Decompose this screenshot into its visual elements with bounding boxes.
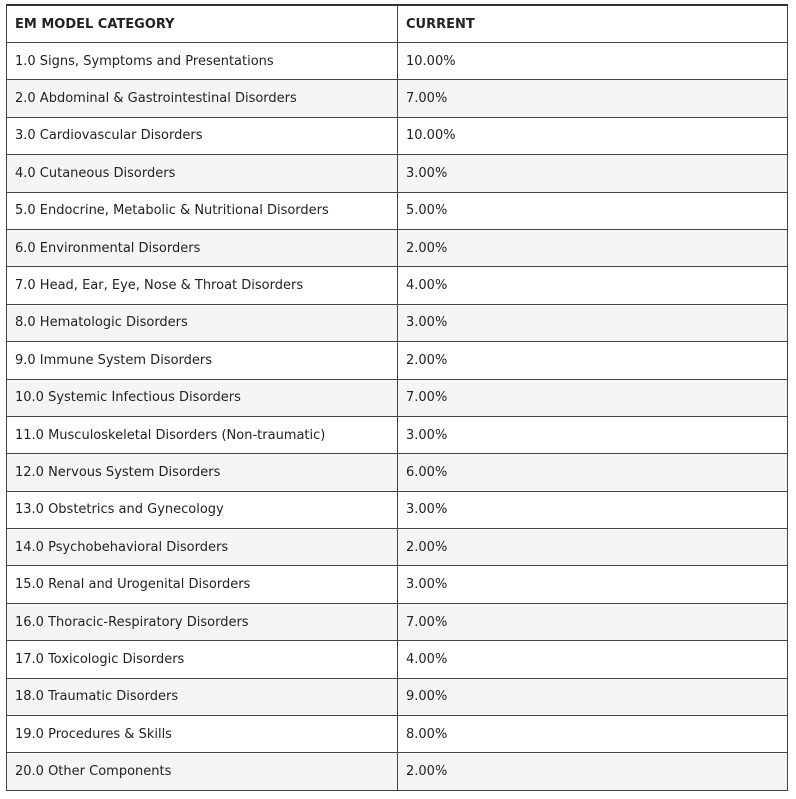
table-row: 1.0 Signs, Symptoms and Presentations 10.… [6,41,788,81]
table-row: 19.0 Procedures & Skills 8.00% [6,715,788,754]
category-table: EM MODEL CATEGORY CURRENT 1.0 Signs, Sym… [6,4,788,791]
category-cell: 2.0 Abdominal & Gastrointestinal Disorde… [6,79,398,118]
percent-cell: 8.00% [397,715,788,754]
percent-cell: 4.00% [397,266,788,305]
percent-cell: 5.00% [397,191,788,230]
table-row: 4.0 Cutaneous Disorders 3.00% [6,154,788,193]
percent-cell: 7.00% [397,378,788,417]
table-row: 5.0 Endocrine, Metabolic & Nutritional D… [6,191,788,230]
category-cell: 1.0 Signs, Symptoms and Presentations [6,41,398,81]
percent-cell: 7.00% [397,79,788,118]
percent-cell: 10.00% [397,116,788,156]
percent-cell: 7.00% [397,602,788,642]
category-cell: 17.0 Toxicologic Disorders [6,640,398,679]
table-row: 14.0 Psychobehavioral Disorders 2.00% [6,528,788,567]
category-cell: 16.0 Thoracic-Respiratory Disorders [6,602,398,642]
header-row: EM MODEL CATEGORY CURRENT [6,4,788,43]
table-row: 16.0 Thoracic-Respiratory Disorders 7.00% [6,602,788,642]
category-cell: 19.0 Procedures & Skills [6,715,398,754]
header-cell: CURRENT [397,4,788,43]
category-cell: 20.0 Other Components [6,752,398,791]
percent-cell: 4.00% [397,640,788,679]
category-cell: 8.0 Hematologic Disorders [6,303,398,343]
percent-cell: 2.00% [397,228,788,268]
category-cell: 6.0 Environmental Disorders [6,228,398,268]
percent-cell: 3.00% [397,565,788,604]
percent-cell: 2.00% [397,528,788,567]
category-cell: 15.0 Renal and Urogenital Disorders [6,565,398,604]
table-row: 10.0 Systemic Infectious Disorders 7.00% [6,378,788,417]
header-cell: EM MODEL CATEGORY [6,4,398,43]
table-row: 20.0 Other Components 2.00% [6,752,788,791]
category-cell: 13.0 Obstetrics and Gynecology [6,490,398,530]
table-header: EM MODEL CATEGORY CURRENT [6,4,788,43]
percent-cell: 6.00% [397,453,788,492]
percent-cell: 3.00% [397,303,788,343]
table-row: 9.0 Immune System Disorders 2.00% [6,341,788,380]
category-cell: 3.0 Cardiovascular Disorders [6,116,398,156]
table-row: 8.0 Hematologic Disorders 3.00% [6,303,788,343]
table-body: 1.0 Signs, Symptoms and Presentations 10.… [6,41,788,791]
table-row: 13.0 Obstetrics and Gynecology 3.00% [6,490,788,530]
category-cell: 18.0 Traumatic Disorders [6,677,398,717]
table-row: 12.0 Nervous System Disorders 6.00% [6,453,788,492]
table-row: 2.0 Abdominal & Gastrointestinal Disorde… [6,79,788,118]
category-cell: 9.0 Immune System Disorders [6,341,398,380]
percent-cell: 2.00% [397,752,788,791]
category-cell: 12.0 Nervous System Disorders [6,453,398,492]
percent-cell: 3.00% [397,415,788,455]
table-row: 7.0 Head, Ear, Eye, Nose & Throat Disord… [6,266,788,305]
category-cell: 14.0 Psychobehavioral Disorders [6,528,398,567]
category-cell: 11.0 Musculoskeletal Disorders (Non-trau… [6,415,398,455]
category-cell: 10.0 Systemic Infectious Disorders [6,378,398,417]
table-row: 17.0 Toxicologic Disorders 4.00% [6,640,788,679]
table-row: 3.0 Cardiovascular Disorders 10.00% [6,116,788,156]
table-row: 15.0 Renal and Urogenital Disorders 3.00% [6,565,788,604]
category-cell: 5.0 Endocrine, Metabolic & Nutritional D… [6,191,398,230]
category-cell: 4.0 Cutaneous Disorders [6,154,398,193]
table-row: 18.0 Traumatic Disorders 9.00% [6,677,788,717]
table-row: 11.0 Musculoskeletal Disorders (Non-trau… [6,415,788,455]
percent-cell: 3.00% [397,154,788,193]
percent-cell: 3.00% [397,490,788,530]
percent-cell: 10.00% [397,41,788,81]
category-cell: 7.0 Head, Ear, Eye, Nose & Throat Disord… [6,266,398,305]
percent-cell: 9.00% [397,677,788,717]
percent-cell: 2.00% [397,341,788,380]
table-row: 6.0 Environmental Disorders 2.00% [6,228,788,268]
